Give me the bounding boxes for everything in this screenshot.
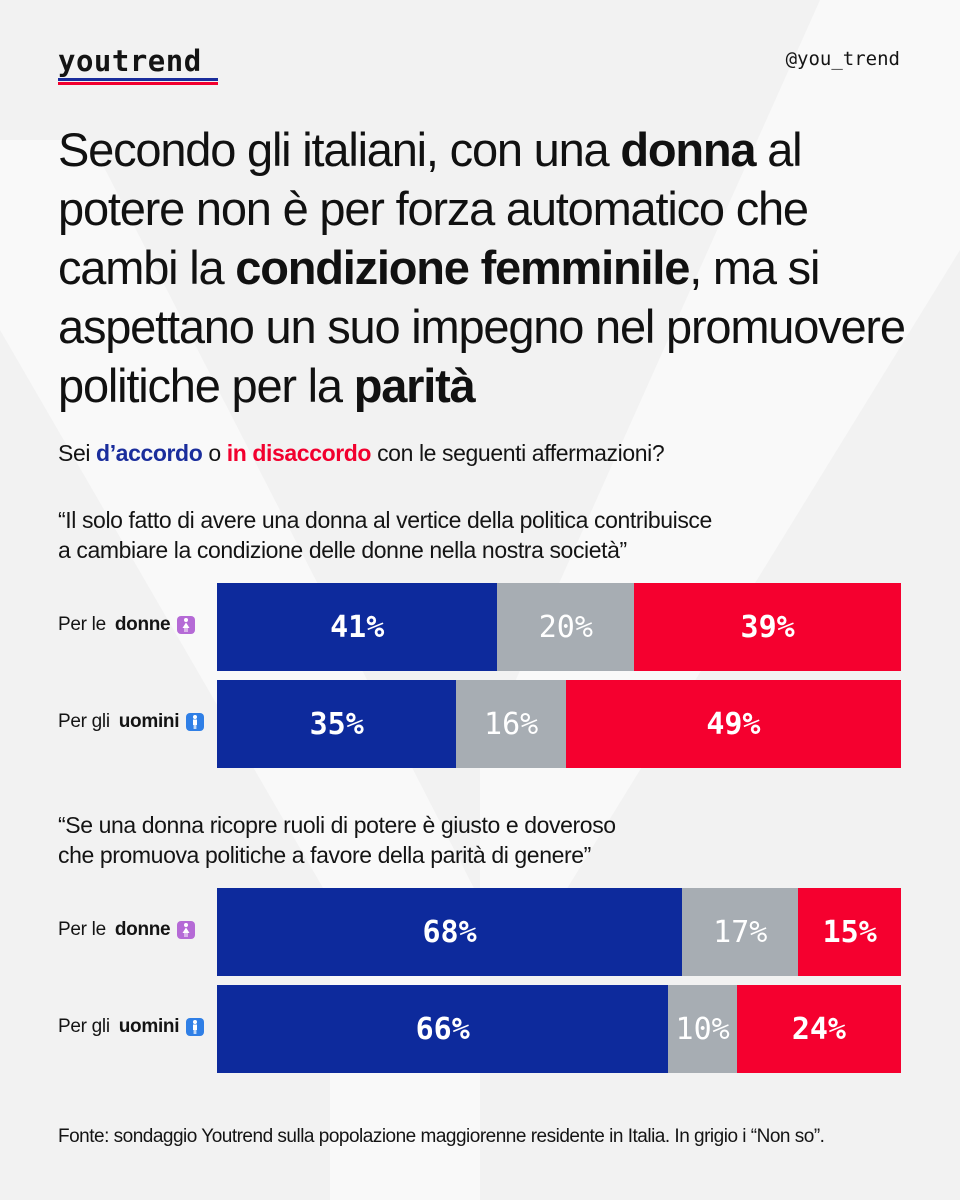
headline-text: al potere non è per forza automatico che… xyxy=(58,123,809,294)
question-suffix: con le seguenti affermazioni? xyxy=(371,440,665,466)
question-prefix: Sei xyxy=(58,440,97,466)
row-label-prefix: Per le xyxy=(58,614,111,635)
disagree-segment: 15% xyxy=(798,888,901,976)
data-label: 35% xyxy=(309,706,364,742)
woman-icon xyxy=(177,616,196,634)
headline-emphasis: donna xyxy=(620,123,756,176)
headline-emphasis: condizione femminile xyxy=(235,241,690,294)
data-label: 17% xyxy=(713,914,768,950)
headline-text: , ma si aspettano un suo impegno nel pro… xyxy=(58,241,906,412)
stacked-bar: 68% 17% 15% xyxy=(217,888,901,976)
headline-emphasis: parità xyxy=(353,359,476,412)
question-middle: o xyxy=(202,440,227,466)
data-label: 49% xyxy=(706,706,761,742)
statement-line: che promuova politiche a favore della pa… xyxy=(58,842,591,868)
data-label: 39% xyxy=(740,609,795,645)
data-label: 24% xyxy=(791,1011,846,1047)
unsure-segment: 16% xyxy=(456,680,566,768)
man-icon xyxy=(186,1018,205,1036)
unsure-segment: 17% xyxy=(682,888,799,976)
row-label-group: donne xyxy=(114,614,171,635)
row-label-group: uomini xyxy=(118,1016,180,1037)
statement-line: “Il solo fatto di avere una donna al ver… xyxy=(58,507,712,533)
stacked-bar: 66% 10% 24% xyxy=(217,985,901,1073)
row-label-prefix: Per gli xyxy=(58,711,115,732)
disagree-segment: 24% xyxy=(736,985,901,1073)
man-icon xyxy=(186,713,205,731)
row-label-prefix: Per gli xyxy=(58,1016,115,1037)
row-label: Per gli uomini xyxy=(58,1016,205,1038)
data-label: 16% xyxy=(484,706,539,742)
statement-quote: “Se una donna ricopre ruoli di potere è … xyxy=(58,810,918,870)
agree-segment: 35% xyxy=(217,680,457,768)
agree-segment: 68% xyxy=(217,888,683,976)
statement-line: “Se una donna ricopre ruoli di potere è … xyxy=(58,812,616,838)
unsure-segment: 10% xyxy=(668,985,737,1073)
row-label-prefix: Per le xyxy=(58,919,111,940)
data-label: 66% xyxy=(415,1011,470,1047)
statement-line: a cambiare la condizione delle donne nel… xyxy=(58,537,627,563)
woman-icon xyxy=(177,921,196,939)
unsure-segment: 20% xyxy=(497,583,635,671)
headline-text: Secondo gli italiani, con una xyxy=(58,123,621,176)
statement-quote: “Il solo fatto di avere una donna al ver… xyxy=(58,505,918,565)
data-label: 10% xyxy=(675,1011,730,1047)
row-label: Per le donne xyxy=(58,919,196,941)
logo-underline xyxy=(58,78,218,85)
youtrend-logo: youtrend xyxy=(58,44,202,78)
stacked-bar: 41% 20% 39% xyxy=(217,583,901,671)
row-label: Per le donne xyxy=(58,614,196,636)
source-note: Fonte: sondaggio Youtrend sulla popolazi… xyxy=(58,1126,825,1147)
disagree-segment: 39% xyxy=(634,583,901,671)
data-label: 20% xyxy=(538,609,593,645)
row-label-group: donne xyxy=(114,919,171,940)
question: Sei d’accordo o in disaccordo con le seg… xyxy=(58,440,665,467)
disagree-segment: 49% xyxy=(565,680,901,768)
data-label: 68% xyxy=(422,914,477,950)
headline: Secondo gli italiani, con una donna al p… xyxy=(58,120,918,415)
question-disagree: in disaccordo xyxy=(226,440,372,466)
agree-segment: 41% xyxy=(217,583,498,671)
stacked-bar: 35% 16% 49% xyxy=(217,680,901,768)
social-handle: @you_trend xyxy=(785,48,900,70)
data-label: 41% xyxy=(330,609,385,645)
agree-segment: 66% xyxy=(217,985,669,1073)
question-agree: d’accordo xyxy=(96,440,203,466)
data-label: 15% xyxy=(822,914,877,950)
row-label: Per gli uomini xyxy=(58,711,205,733)
row-label-group: uomini xyxy=(118,711,180,732)
